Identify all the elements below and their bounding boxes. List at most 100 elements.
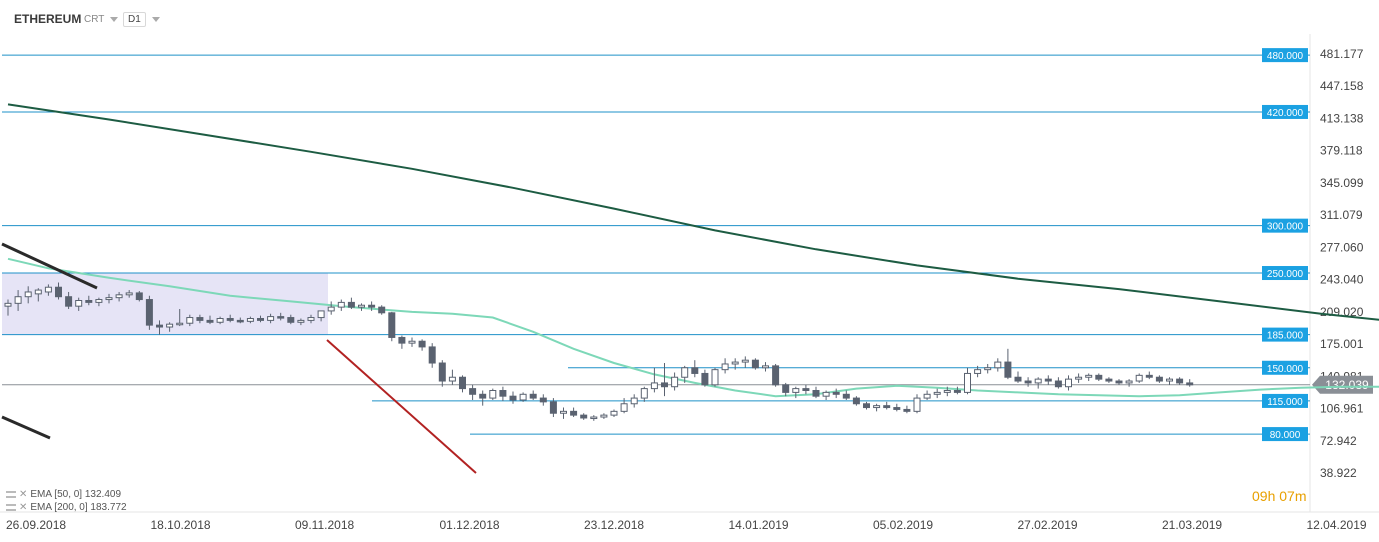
candle-body <box>1085 374 1093 378</box>
y-tick-label: 413.138 <box>1320 111 1364 125</box>
candle-body <box>105 297 113 301</box>
candle-body <box>832 391 840 395</box>
level-label: 300.000 <box>1267 222 1304 233</box>
timeframe-dropdown[interactable]: D1 <box>123 10 160 28</box>
candle-body <box>772 365 780 386</box>
legend-ema200[interactable]: ✕ EMA [200, 0] 183.772 <box>6 501 127 514</box>
candle-body <box>701 372 709 386</box>
timer-minutes-unit: m <box>1294 488 1307 504</box>
candle-body <box>206 319 214 323</box>
trend-line-upper <box>1 242 98 290</box>
candle-body <box>267 316 275 321</box>
candle-body <box>226 317 234 321</box>
y-tick-label: 379.118 <box>1320 144 1363 158</box>
candle-body <box>257 317 264 321</box>
x-tick-label: 01.12.2018 <box>440 518 500 532</box>
y-tick-label: 481.177 <box>1320 47 1364 61</box>
candle-body <box>893 407 901 410</box>
x-tick-label: 12.04.2019 <box>1307 518 1367 532</box>
candle-body <box>762 365 769 369</box>
candle-body <box>792 388 800 393</box>
trend-line-lower <box>1 415 51 440</box>
candle-body <box>863 403 870 409</box>
ema200-line <box>7 103 1379 321</box>
candle-body <box>1004 361 1012 378</box>
x-tick-label: 18.10.2018 <box>151 518 211 532</box>
level-label-bg <box>1262 104 1308 119</box>
chevron-down-icon <box>110 16 119 22</box>
indicator-settings-icon[interactable] <box>6 504 16 511</box>
candle-body <box>842 393 850 399</box>
candle-body <box>358 304 365 308</box>
level-label-bg <box>1262 393 1308 408</box>
candle-body <box>923 393 931 399</box>
candle-body <box>14 296 22 304</box>
candle-body <box>459 376 466 390</box>
consolidation-zone <box>2 273 328 335</box>
candle-body <box>913 397 921 412</box>
candle-body <box>186 317 194 324</box>
candle-body <box>751 359 759 369</box>
legend-ema50[interactable]: ✕ EMA [50, 0] 132.409 <box>6 488 127 501</box>
level-label: 80.000 <box>1270 430 1301 441</box>
candle-body <box>388 312 396 338</box>
candle-body <box>115 294 123 299</box>
candle-body <box>529 393 537 399</box>
candle-body <box>368 304 376 308</box>
candle-body <box>1014 376 1022 382</box>
y-tick-label: 447.158 <box>1320 79 1364 93</box>
current-price-label-bg <box>1312 375 1373 394</box>
candle-body <box>600 414 608 418</box>
y-tick-label: 38.922 <box>1320 466 1357 480</box>
candle-body <box>943 390 951 393</box>
candle-body <box>277 316 285 319</box>
candle-body <box>671 376 679 388</box>
candle-body <box>539 397 547 403</box>
candle-body <box>1105 378 1113 382</box>
candle-body <box>75 299 83 307</box>
candle-body <box>883 405 891 409</box>
x-tick-label: 26.09.2018 <box>6 518 66 532</box>
candle-body <box>560 410 567 414</box>
candle-body <box>711 369 719 386</box>
level-label: 115.000 <box>1267 397 1303 408</box>
candle-body <box>1024 380 1032 384</box>
candle-body <box>741 359 749 363</box>
candle-body <box>964 372 971 393</box>
candle-body <box>1065 378 1072 388</box>
candle-body <box>802 388 810 392</box>
candle-body <box>297 319 305 323</box>
candle-body <box>469 388 477 395</box>
candle-body <box>1034 378 1042 384</box>
candle-body <box>166 323 174 328</box>
candle-body <box>236 319 244 323</box>
candle-body <box>398 336 406 344</box>
level-label-bg <box>1262 360 1308 375</box>
candle-body <box>650 382 658 390</box>
candle-body <box>852 397 860 405</box>
candle-body <box>822 391 830 397</box>
candle-body <box>428 346 436 364</box>
candle-body <box>4 302 12 307</box>
candle-body <box>1135 374 1143 382</box>
candle-body <box>196 317 204 321</box>
timeframe-label: D1 <box>123 11 146 27</box>
candle-body <box>812 390 820 397</box>
timer-hours-unit: h <box>1267 488 1276 504</box>
candle-body <box>408 340 416 344</box>
candle-body <box>479 393 487 399</box>
candle-body <box>145 299 153 326</box>
x-tick-label: 23.12.2018 <box>584 518 644 532</box>
y-tick-label: 72.942 <box>1320 434 1357 448</box>
candle-body <box>378 306 386 314</box>
candle-body <box>610 410 618 416</box>
symbol-name[interactable]: ETHEREUM <box>14 12 82 26</box>
candle-body <box>347 301 355 308</box>
candle-body <box>1075 376 1083 380</box>
close-icon[interactable]: ✕ <box>19 489 28 500</box>
indicator-settings-icon[interactable] <box>6 491 16 498</box>
chart-type-dropdown[interactable]: CRT <box>84 10 119 28</box>
close-icon[interactable]: ✕ <box>19 502 28 513</box>
candle-body <box>519 393 527 401</box>
